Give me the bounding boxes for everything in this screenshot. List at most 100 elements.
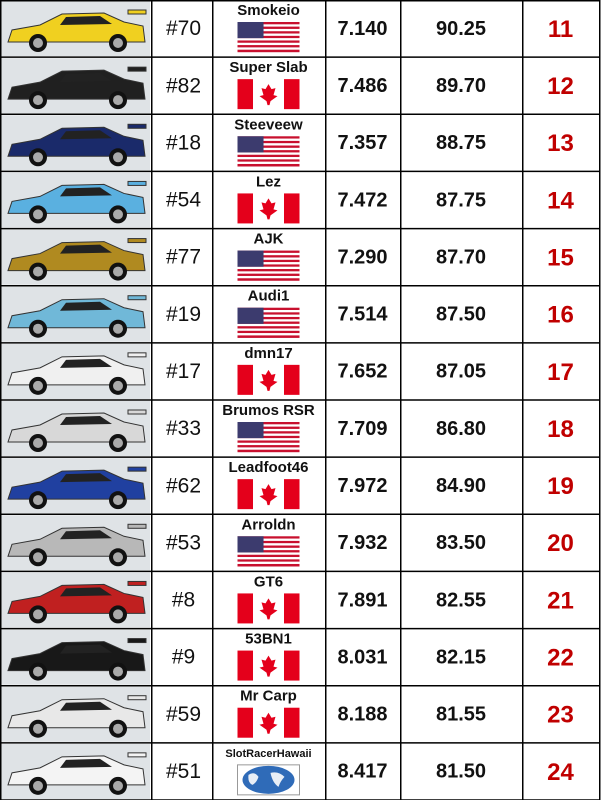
car-rim — [33, 209, 43, 220]
lap-time: 7.514 — [337, 304, 388, 326]
flag-stripe — [237, 26, 300, 30]
flag-stripe — [237, 426, 300, 430]
flag-bar — [237, 707, 253, 738]
car-wing — [127, 352, 147, 358]
flag-stripe — [237, 559, 300, 562]
car-number: #77 — [166, 246, 201, 269]
flag-stripe — [237, 22, 300, 25]
result-row: #77 AJK 7.290 87.70 15 — [1, 229, 574, 285]
lap-time: 8.031 — [337, 646, 387, 668]
laps: 87.05 — [436, 361, 486, 383]
laps: 87.70 — [436, 246, 486, 268]
flag-bar — [237, 593, 253, 624]
car-body — [7, 183, 146, 214]
flag-stripe — [237, 330, 300, 334]
car-wing — [127, 123, 147, 129]
lap-time: 7.486 — [337, 75, 387, 97]
car-wing — [127, 752, 147, 758]
driver-name: Audi1 — [248, 288, 290, 305]
flag-stripe — [237, 257, 300, 261]
flag-bar — [237, 193, 253, 224]
car-number: #17 — [166, 360, 201, 383]
flag-stripe — [237, 438, 300, 441]
flag-bar — [237, 364, 253, 395]
laps: 82.55 — [436, 589, 486, 611]
car-wing — [127, 295, 147, 301]
flag-stripe — [237, 422, 300, 425]
car-window — [60, 130, 112, 140]
flag-stripe — [237, 543, 300, 546]
car-rim — [113, 666, 123, 677]
flag-stripe — [237, 335, 300, 338]
car-rim — [33, 380, 43, 391]
result-row: #18 Steeveew 7.357 88.75 13 — [1, 115, 574, 171]
flag-stripe — [237, 138, 300, 142]
result-row: #82 Super Slab 7.486 89.70 12 — [1, 58, 574, 114]
flag-stripe — [237, 136, 300, 139]
car-number: #51 — [166, 760, 201, 783]
flag-stripe — [237, 269, 300, 272]
lap-time: 8.188 — [337, 704, 387, 726]
car-rim — [113, 152, 123, 163]
maple-leaf — [259, 198, 278, 220]
flag-stripe — [237, 326, 300, 329]
car-rim — [113, 552, 123, 563]
car-window — [60, 473, 112, 483]
flag-stripe — [237, 310, 300, 313]
flag-stripe — [237, 163, 300, 167]
position: 15 — [547, 244, 574, 271]
flag-stripe — [237, 550, 300, 553]
car-window — [60, 358, 112, 368]
position: 16 — [547, 302, 574, 329]
flag-stripe — [237, 447, 300, 450]
flag-stripe — [237, 314, 300, 318]
result-row: #9 53BN1 8.031 82.15 22 — [1, 629, 574, 685]
car-wing — [127, 695, 147, 701]
flag-bar — [237, 479, 253, 510]
flag-bar — [284, 479, 300, 510]
car-wing — [127, 238, 147, 244]
car-window — [60, 701, 112, 711]
flag-stripe — [237, 143, 300, 146]
flag-stripe — [237, 323, 300, 327]
lap-time: 7.932 — [337, 532, 387, 554]
flag-stripe — [237, 545, 300, 549]
car-body — [7, 755, 146, 786]
flag-bar — [284, 707, 300, 738]
car-rim — [33, 323, 43, 334]
car-wing — [127, 580, 147, 586]
flag-bar — [237, 79, 253, 110]
car-number: #70 — [166, 17, 201, 40]
car-rim — [113, 95, 123, 106]
position: 23 — [547, 702, 574, 729]
result-row: #54 Lez 7.472 87.75 14 — [1, 172, 574, 228]
flag-stripe — [237, 547, 300, 551]
car-window — [60, 16, 112, 25]
laps: 86.80 — [436, 418, 486, 440]
car-body — [7, 241, 146, 272]
flag-stripe — [237, 31, 300, 34]
car-body — [7, 355, 146, 386]
result-row: #8 GT6 7.891 82.55 21 — [1, 572, 574, 628]
car-rim — [33, 552, 43, 563]
lap-time: 7.357 — [337, 132, 387, 154]
flag-stripe — [237, 38, 300, 41]
result-row: #59 Mr Carp 8.188 81.55 23 — [1, 686, 574, 742]
car-rim — [33, 666, 43, 677]
driver-name: Lez — [256, 173, 281, 190]
result-row: #51 SlotRacerHawaii 8.417 81.50 24 — [1, 743, 574, 799]
car-body — [7, 69, 146, 100]
car-rim — [113, 609, 123, 620]
laps: 87.75 — [436, 189, 486, 211]
position: 22 — [547, 644, 574, 671]
flag-stripe — [237, 433, 300, 437]
car-body — [7, 469, 146, 500]
car-window — [60, 758, 112, 768]
car-rim — [113, 380, 123, 391]
driver-name: AJK — [253, 231, 283, 248]
result-row: #19 Audi1 7.514 87.50 16 — [1, 286, 574, 342]
flag-canton — [237, 22, 264, 39]
car-rim — [113, 495, 123, 506]
flag-canton — [237, 307, 264, 324]
